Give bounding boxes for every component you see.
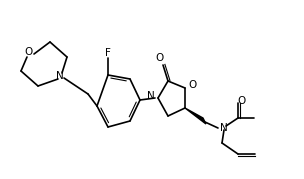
- Text: N: N: [56, 71, 64, 81]
- Text: N: N: [220, 123, 228, 133]
- Text: F: F: [105, 48, 111, 58]
- Text: O: O: [238, 96, 246, 106]
- Text: O: O: [156, 53, 164, 63]
- Text: O: O: [24, 47, 32, 57]
- Polygon shape: [185, 108, 206, 124]
- Text: N: N: [147, 91, 155, 101]
- Text: O: O: [189, 80, 197, 90]
